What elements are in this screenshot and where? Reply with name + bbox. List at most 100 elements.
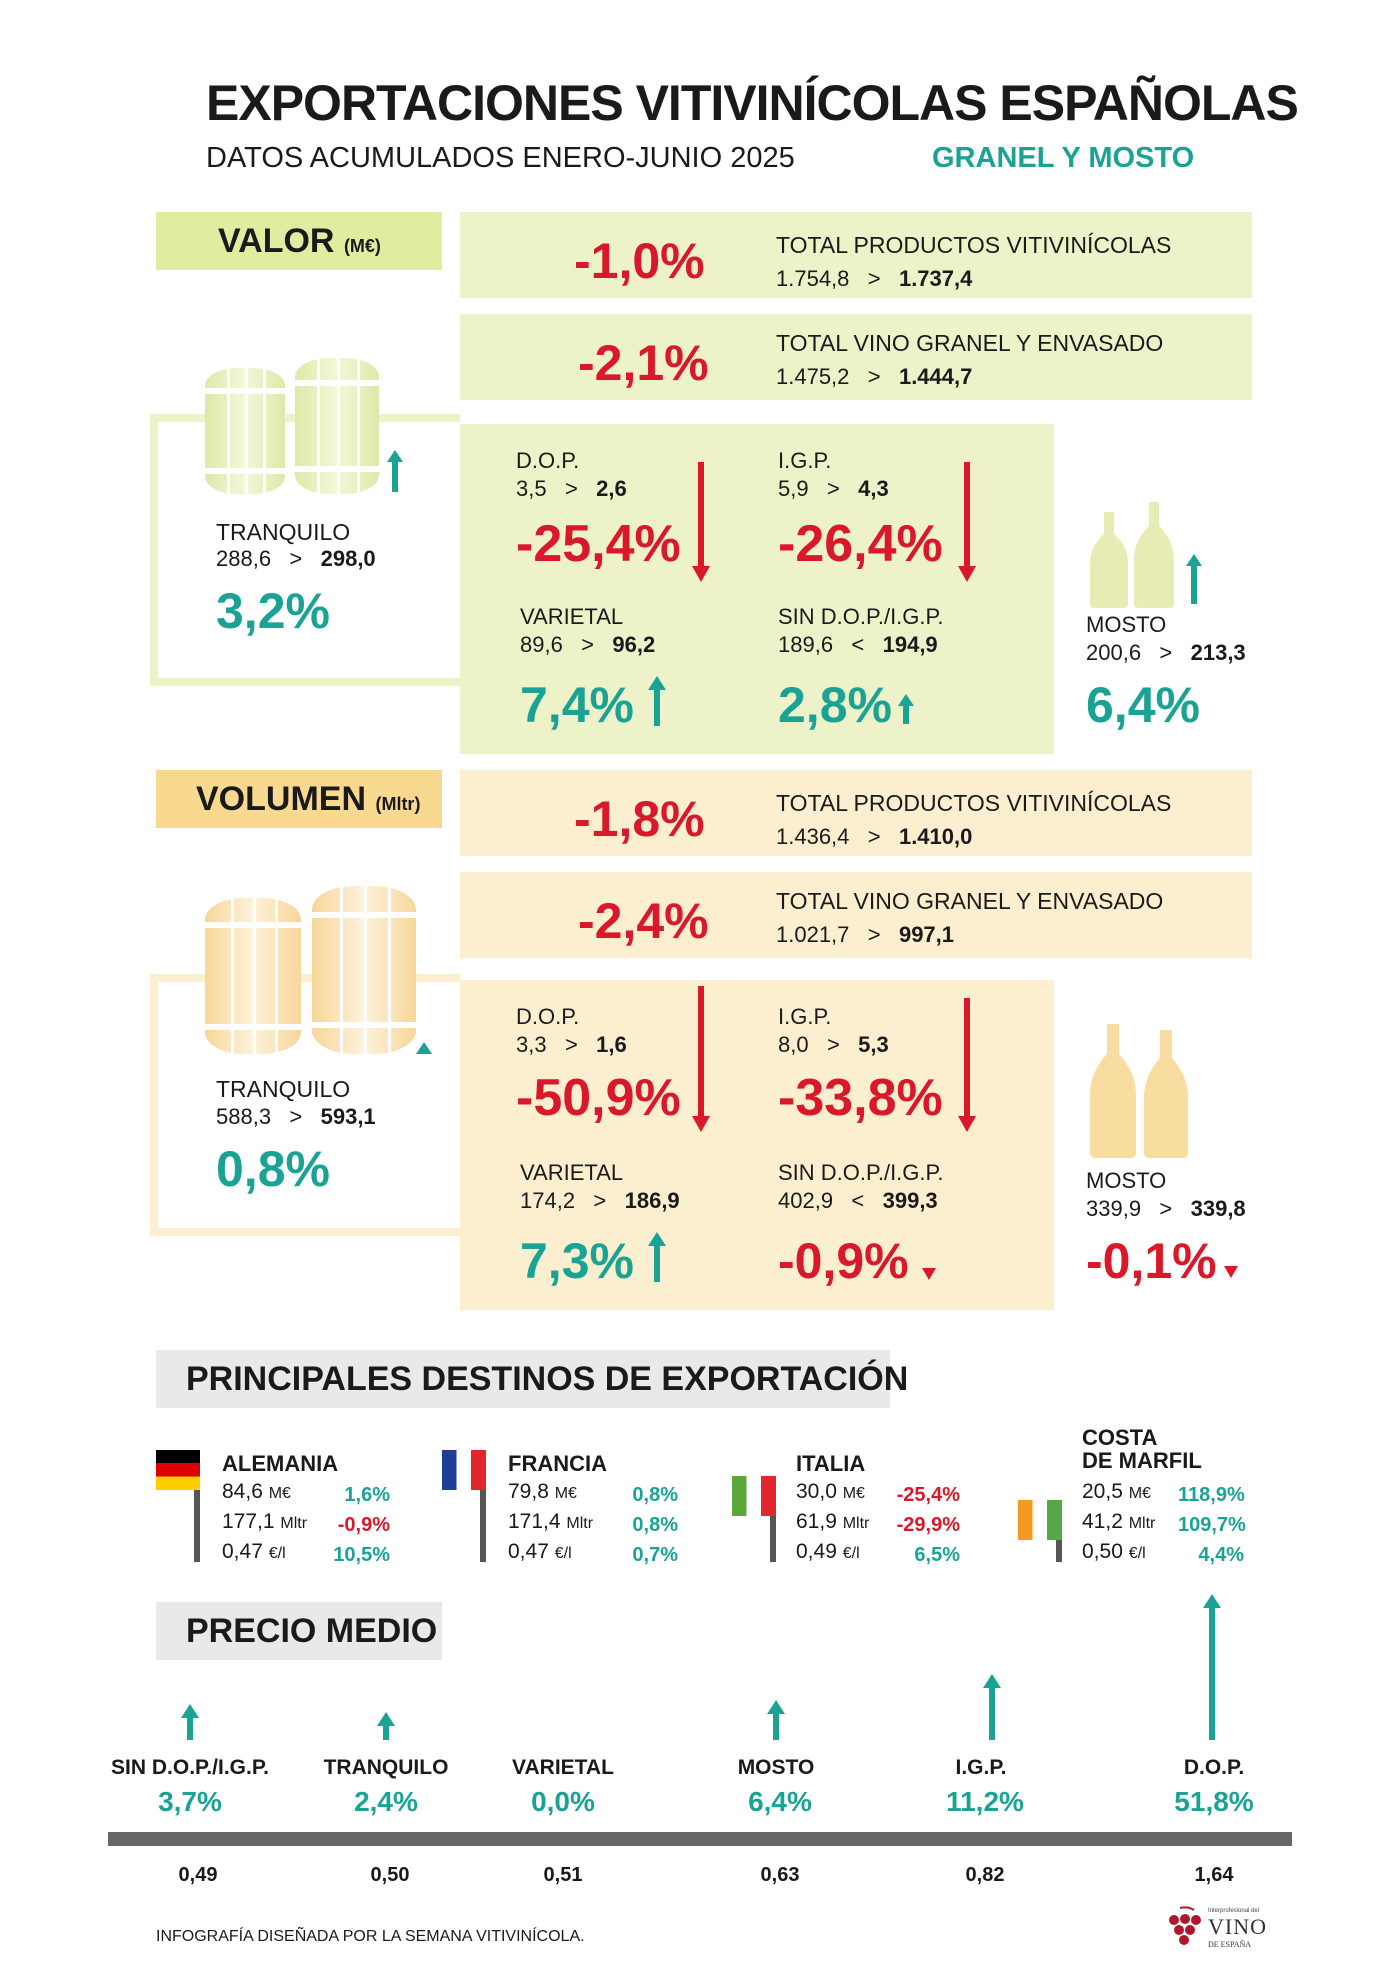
country-pct: 10,5% (333, 1544, 390, 1566)
arrow-down-icon (958, 462, 976, 582)
precio-label: VARIETAL (512, 1756, 614, 1779)
valor-tranquilo-values: 288,6 > 298,0 (216, 546, 376, 571)
precio-label: TRANQUILO (323, 1756, 449, 1779)
volumen-mosto-pct: -0,1% (1086, 1233, 1217, 1289)
country-pct: 0,8% (632, 1514, 678, 1536)
volumen-total-products-panel (460, 770, 1252, 856)
volumen-tranquilo-values: 588,3 > 593,1 (216, 1104, 376, 1129)
precio-pct: 2,4% (354, 1786, 418, 1817)
country-pct: 6,5% (914, 1544, 960, 1566)
volumen-label: VOLUMEN (196, 780, 366, 818)
valor-total-products-values: 1.754,8 > 1.737,4 (776, 266, 973, 291)
bottle-icon (1144, 1030, 1188, 1158)
flag-pole (194, 1490, 200, 1562)
valor-title: VALOR (M€) (218, 222, 381, 261)
arrow-down-icon (692, 986, 710, 1132)
precio-label: I.G.P. (955, 1756, 1007, 1779)
france-flag-icon (442, 1450, 486, 1490)
valor-unit: (M€) (343, 236, 381, 256)
valor-total-wine-pct: -2,1% (578, 335, 709, 391)
valor-mosto-values: 200,6 > 213,3 (1086, 640, 1246, 665)
valor-tranquilo-pct: 3,2% (216, 583, 330, 639)
volumen-dop-values: 3,3 > 1,6 (516, 1032, 627, 1057)
country-pct: 0,7% (632, 1544, 678, 1566)
flag-pole (480, 1490, 486, 1562)
country-value: 177,1 Mltr (222, 1510, 308, 1533)
arrow-up-icon (648, 676, 666, 726)
arrow-up-icon (181, 1704, 199, 1740)
volumen-varietal-label: VARIETAL (520, 1160, 624, 1185)
vino-espana-logo: Interprofesional del VINO DE ESPAÑA (1166, 1904, 1266, 1956)
valor-total-wine-panel (460, 314, 1252, 400)
volumen-varietal-values: 174,2 > 186,9 (520, 1188, 680, 1213)
valor-sin-values: 189,6 < 194,9 (778, 632, 938, 657)
flag-pole (770, 1516, 776, 1562)
volumen-varietal-pct: 7,3% (520, 1233, 634, 1289)
precio-pct: 3,7% (158, 1786, 222, 1817)
valor-varietal-label: VARIETAL (520, 604, 624, 629)
arrow-up-icon (1186, 554, 1202, 604)
logo-bottom-text: DE ESPAÑA (1208, 1940, 1252, 1949)
valor-sin-pct: 2,8% (778, 677, 892, 733)
volumen-header (156, 770, 442, 828)
country-name-ivory-coast: COSTA DE MARFIL (1082, 1425, 1202, 1474)
flag-pole (1056, 1540, 1062, 1562)
volumen-total-wine-panel (460, 872, 1252, 958)
valor-varietal-pct: 7,4% (520, 677, 634, 733)
arrow-down-icon (692, 462, 710, 582)
destinos-header (156, 1350, 890, 1408)
volumen-unit: (Mltr) (375, 794, 421, 814)
volumen-igp-pct: -33,8% (778, 1069, 943, 1127)
precio-value: 0,49 (178, 1864, 218, 1886)
country-pct: 0,8% (632, 1484, 678, 1506)
country-pct: 4,4% (1198, 1544, 1244, 1566)
volumen-total-products-label: TOTAL PRODUCTOS VITIVINÍCOLAS (776, 790, 1172, 816)
volumen-total-wine-values: 1.021,7 > 997,1 (776, 922, 955, 947)
arrow-up-icon (648, 1232, 666, 1282)
volumen-mosto-values: 339,9 > 339,8 (1086, 1196, 1246, 1221)
valor-header (156, 212, 442, 270)
italy-flag-icon (732, 1476, 776, 1516)
precio-label: SIN D.O.P./I.G.P. (111, 1756, 269, 1779)
precio-medio-header (156, 1602, 442, 1660)
logo-main-text: VINO (1208, 1914, 1267, 1939)
country-value: 79,8 M€ (508, 1480, 577, 1503)
valor-mosto-label: MOSTO (1086, 612, 1167, 637)
grape-icon (1169, 1906, 1201, 1945)
germany-flag-icon (156, 1450, 200, 1490)
volumen-total-products-pct: -1,8% (574, 791, 705, 847)
country-name-france: FRANCIA (508, 1451, 607, 1476)
barrel-icon (205, 368, 285, 494)
country-pct: 1,6% (344, 1484, 390, 1506)
arrow-up-icon (1203, 1594, 1221, 1740)
volumen-title: VOLUMEN (Mltr) (196, 780, 420, 819)
bottle-icon (1090, 1024, 1136, 1158)
country-value: 84,6 M€ (222, 1480, 291, 1503)
country-pct: -29,9% (896, 1514, 960, 1536)
triangle-down-icon (922, 1268, 936, 1280)
valor-igp-pct: -26,4% (778, 515, 943, 573)
volumen-sin-values: 402,9 < 399,3 (778, 1188, 938, 1213)
valor-total-products-label: TOTAL PRODUCTOS VITIVINÍCOLAS (776, 232, 1172, 258)
barrel-icon (295, 358, 379, 494)
country-value: 30,0 M€ (796, 1480, 865, 1503)
country-value: 0,49 €/l (796, 1540, 860, 1563)
volumen-dop-pct: -50,9% (516, 1069, 681, 1127)
volumen-tranquilo-pct: 0,8% (216, 1141, 330, 1197)
country-value: 61,9 Mltr (796, 1510, 870, 1533)
valor-dop-pct: -25,4% (516, 515, 681, 573)
precio-label: MOSTO (737, 1756, 815, 1779)
precio-value: 0,51 (543, 1864, 583, 1886)
precio-pct: 6,4% (748, 1786, 812, 1817)
country-value: 171,4 Mltr (508, 1510, 594, 1533)
valor-sin-label: SIN D.O.P./I.G.P. (778, 604, 944, 629)
volumen-mosto-label: MOSTO (1086, 1168, 1167, 1193)
precio-medio-title: PRECIO MEDIO (186, 1612, 438, 1650)
country-value: 0,47 €/l (222, 1540, 286, 1563)
country-value: 41,2 Mltr (1082, 1510, 1156, 1533)
valor-total-products-pct: -1,0% (574, 233, 705, 289)
page-subtitle: DATOS ACUMULADOS ENERO-JUNIO 2025 (206, 142, 795, 174)
country-value: 0,47 €/l (508, 1540, 572, 1563)
precio-pct: 0,0% (531, 1786, 595, 1817)
arrow-up-icon (898, 694, 914, 724)
